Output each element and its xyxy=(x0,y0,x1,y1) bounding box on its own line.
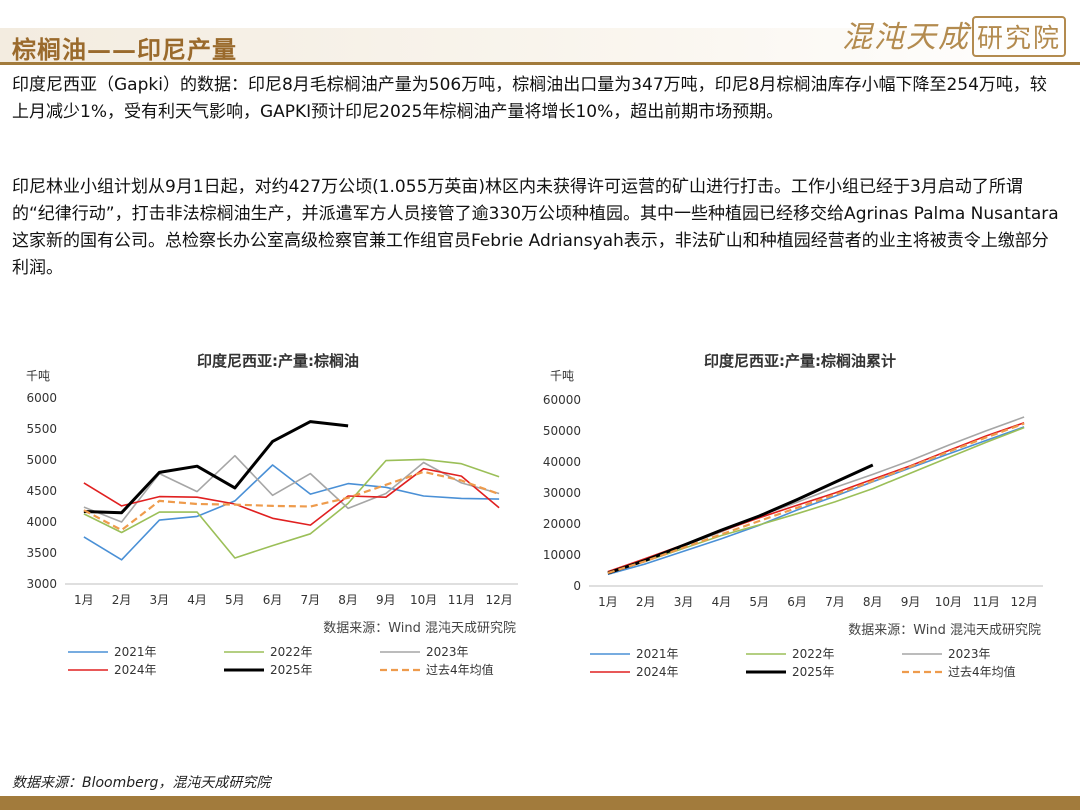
header-band xyxy=(0,28,1080,62)
x-tick-label: 11月 xyxy=(448,593,475,607)
chart-monthly-production: 印度尼西亚:产量:棕榈油千吨 3000 3500 4000 4500 5000 5500 60… xyxy=(18,338,538,688)
legend-label: 2021年 xyxy=(114,645,157,659)
y-tick-label: 5000 xyxy=(26,453,57,467)
x-tick-label: 12月 xyxy=(1010,595,1037,609)
y-tick-label: 6000 xyxy=(26,391,57,405)
legend-label: 2023年 xyxy=(948,647,991,661)
x-tick-label: 3月 xyxy=(674,595,694,609)
y-tick-label: 5500 xyxy=(26,422,57,436)
x-tick-label: 5月 xyxy=(749,595,769,609)
y-tick-label: 4500 xyxy=(26,484,57,498)
logo-main-text: 混沌天成 xyxy=(842,20,970,55)
series-line-2023年 xyxy=(83,454,500,523)
series-line-过去4年均值 xyxy=(607,422,1025,575)
x-tick-label: 2月 xyxy=(112,593,132,607)
paragraph-gapki: 印度尼西亚（Gapki）的数据：印尼8月毛棕榈油产量为506万吨，棕榈油出口量为… xyxy=(12,75,1047,122)
x-tick-label: 4月 xyxy=(187,593,207,607)
chart-title: 印度尼西亚:产量:棕榈油 xyxy=(197,352,359,370)
paragraph-forestry: 印尼林业小组计划从9月1日起，对约427万公顷(1.055万英亩)林区内未获得许… xyxy=(12,177,1059,278)
y-unit-label: 千吨 xyxy=(550,369,574,383)
x-tick-label: 1月 xyxy=(74,593,94,607)
x-tick-label: 7月 xyxy=(301,593,321,607)
y-tick-label: 10000 xyxy=(543,548,581,562)
x-tick-label: 4月 xyxy=(712,595,732,609)
x-tick-label: 5月 xyxy=(225,593,245,607)
x-tick-label: 1月 xyxy=(598,595,618,609)
legend-label: 2024年 xyxy=(114,663,157,677)
x-tick-label: 11月 xyxy=(973,595,1000,609)
x-tick-label: 2月 xyxy=(636,595,656,609)
footer-bar xyxy=(0,796,1080,810)
legend-label: 2023年 xyxy=(426,645,469,659)
series-line-2024年 xyxy=(83,467,500,526)
y-tick-label: 3000 xyxy=(26,577,57,591)
legend-label: 2025年 xyxy=(792,665,835,679)
x-tick-label: 6月 xyxy=(263,593,283,607)
y-tick-label: 0 xyxy=(573,579,581,593)
chart-title: 印度尼西亚:产量:棕榈油累计 xyxy=(704,352,896,370)
series-line-2025年 xyxy=(607,463,874,575)
legend-label: 过去4年均值 xyxy=(948,664,1016,679)
chart-source: 数据来源：Wind 混沌天成研究院 xyxy=(323,621,516,636)
series-line-过去4年均值 xyxy=(83,470,500,532)
series-line-2021年 xyxy=(607,426,1025,576)
y-tick-label: 60000 xyxy=(543,393,581,407)
y-unit-label: 千吨 xyxy=(26,369,50,383)
x-tick-label: 3月 xyxy=(150,593,170,607)
brand-logo: 混沌天成 研究院 xyxy=(842,12,1067,57)
y-tick-label: 40000 xyxy=(543,455,581,469)
x-tick-label: 9月 xyxy=(901,595,921,609)
legend-label: 2025年 xyxy=(270,663,313,677)
page-header: 棕榈油——印尼产量 混沌天成 研究院 xyxy=(0,0,1080,66)
legend-label: 2021年 xyxy=(636,647,679,661)
series-line-2022年 xyxy=(83,458,500,559)
y-tick-label: 20000 xyxy=(543,517,581,531)
x-tick-label: 6月 xyxy=(787,595,807,609)
x-tick-label: 10月 xyxy=(935,595,962,609)
y-tick-label: 50000 xyxy=(543,424,581,438)
x-tick-label: 7月 xyxy=(825,595,845,609)
footer-source: 数据来源：Bloomberg，混沌天成研究院 xyxy=(12,775,271,791)
page-title: 棕榈油——印尼产量 xyxy=(12,35,237,64)
x-tick-label: 8月 xyxy=(338,593,358,607)
chart-source: 数据来源：Wind 混沌天成研究院 xyxy=(848,623,1041,638)
y-tick-label: 3500 xyxy=(26,546,57,560)
x-tick-label: 8月 xyxy=(863,595,883,609)
series-line-2025年 xyxy=(83,420,349,515)
x-tick-label: 12月 xyxy=(485,593,512,607)
y-tick-label: 4000 xyxy=(26,515,57,529)
legend-label: 2022年 xyxy=(792,647,835,661)
legend-label: 2022年 xyxy=(270,645,313,659)
series-line-2021年 xyxy=(83,464,500,561)
logo-box-text: 研究院 xyxy=(972,16,1067,57)
header-divider xyxy=(0,62,1080,65)
y-tick-label: 30000 xyxy=(543,486,581,500)
x-tick-label: 9月 xyxy=(376,593,396,607)
x-tick-label: 10月 xyxy=(410,593,437,607)
chart-cumulative-production: 印度尼西亚:产量:棕榈油累计千吨 0 10000 20000 30000 40000 500… xyxy=(540,338,1062,688)
legend-label: 过去4年均值 xyxy=(426,662,494,677)
legend-label: 2024年 xyxy=(636,665,679,679)
